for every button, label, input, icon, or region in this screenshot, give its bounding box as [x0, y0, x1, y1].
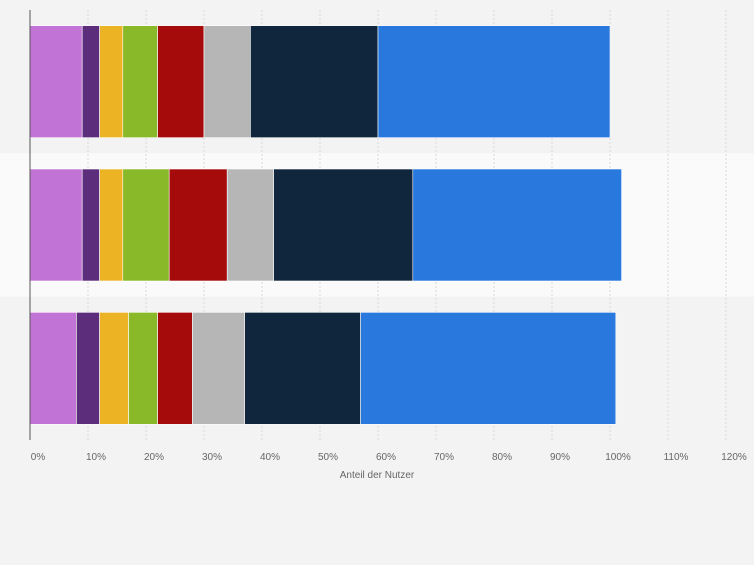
bar-segment[interactable]: [128, 312, 158, 425]
bar-segment[interactable]: [273, 168, 414, 282]
x-tick-label: 40%: [260, 452, 280, 463]
x-tick-label: 10%: [86, 452, 106, 463]
bar-segment[interactable]: [412, 168, 622, 282]
bar-segment[interactable]: [157, 312, 193, 425]
bar-segment[interactable]: [250, 25, 379, 138]
x-tick-label: 30%: [202, 452, 222, 463]
bar-segment[interactable]: [203, 25, 251, 138]
x-tick-label: 80%: [492, 452, 512, 463]
bar-segment[interactable]: [29, 312, 77, 425]
bar-segment[interactable]: [122, 168, 170, 282]
bar-segment[interactable]: [360, 312, 617, 425]
x-tick-label: 70%: [434, 452, 454, 463]
bar-segment[interactable]: [157, 25, 205, 138]
bar-segment[interactable]: [29, 25, 83, 138]
x-tick-label: 90%: [550, 452, 570, 463]
bar-segment[interactable]: [99, 312, 129, 425]
x-tick-label: 0%: [31, 452, 46, 463]
x-tick-label: 100%: [605, 452, 631, 463]
bar-segment[interactable]: [168, 168, 228, 282]
bar-segment[interactable]: [81, 168, 100, 282]
x-axis-title: Anteil der Nutzer: [340, 470, 415, 481]
bar-segment[interactable]: [99, 168, 124, 282]
bar-segment[interactable]: [192, 312, 245, 425]
x-tick-label: 20%: [144, 452, 164, 463]
x-tick-label: 50%: [318, 452, 338, 463]
bar-segment[interactable]: [244, 312, 361, 425]
x-tick-label: 60%: [376, 452, 396, 463]
bar-segment[interactable]: [76, 312, 100, 425]
bar-segment[interactable]: [226, 168, 274, 282]
bar-segment[interactable]: [99, 25, 124, 138]
bar-segment[interactable]: [377, 25, 611, 138]
bar-segment[interactable]: [29, 168, 83, 282]
x-tick-label: 120%: [721, 452, 747, 463]
bar-segment[interactable]: [81, 25, 100, 138]
x-tick-label: 110%: [664, 452, 689, 463]
bar-segment[interactable]: [122, 25, 158, 138]
